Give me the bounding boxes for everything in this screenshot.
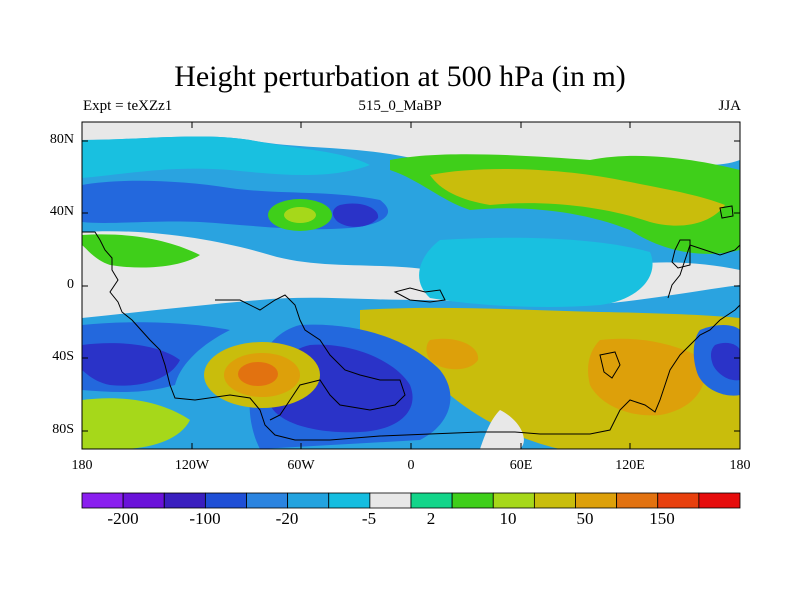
colorbar-box [410, 492, 453, 509]
outline-south-island [599, 351, 621, 379]
colorbar-label: -20 [275, 509, 299, 528]
lon-label-120e: 120E [615, 458, 645, 473]
contour-south-strong-west [82, 343, 180, 386]
experiment-label: Expt = teXZz1 [83, 98, 173, 114]
colorbar-box [657, 492, 700, 509]
colorbar-box [369, 492, 412, 509]
colorbar-box [698, 492, 741, 509]
lon-label-120w: 120W [174, 458, 210, 473]
colorbar-label: 2 [426, 509, 436, 528]
contour-north-blue-strong [332, 203, 379, 227]
outline-ne-island [719, 205, 734, 219]
colorbar-box [533, 492, 576, 509]
lat-label-0: 0 [67, 277, 74, 292]
lon-label-60e: 60E [509, 458, 533, 473]
colorbar-box [287, 492, 330, 509]
colorbar-label: 10 [499, 509, 517, 528]
outline-west-continent [82, 231, 740, 441]
season-label: JJA [718, 98, 741, 114]
period-label: 515_0_MaBP [358, 98, 442, 114]
colorbar-box [575, 492, 618, 509]
lat-label-40n: 40N [49, 204, 74, 219]
colorbar-box [616, 492, 659, 509]
colorbar-box [81, 492, 124, 509]
lon-label-180w: 180 [71, 458, 93, 473]
colorbar-label: -5 [361, 509, 377, 528]
outline-east-block [671, 239, 691, 269]
colorbar-label: -200 [107, 509, 139, 528]
colorbar-box [451, 492, 494, 509]
colorbar-box [492, 492, 535, 509]
colorbar-box [122, 492, 165, 509]
colorbar [81, 492, 741, 509]
contour-south-orange-2 [426, 338, 479, 370]
colorbar-label: -100 [189, 509, 221, 528]
contour-north-band [82, 136, 370, 178]
contour-field [82, 122, 740, 449]
colorbar-label: 50 [576, 509, 594, 528]
lon-label-60w: 60W [287, 458, 315, 473]
lon-label-0: 0 [407, 458, 415, 473]
contour-south-polar-green [82, 398, 190, 449]
contour-se-strong [710, 342, 740, 381]
colorbar-box [246, 492, 289, 509]
contour-east-trop-blue [419, 237, 653, 308]
lon-label-180e: 180 [729, 458, 751, 473]
colorbar-box [163, 492, 206, 509]
contour-south-neutral [480, 410, 524, 449]
colorbar-label: 150 [649, 509, 675, 528]
contour-blob-deeporange [238, 362, 278, 386]
contour-ne-yellow [430, 168, 725, 226]
plot-title: Height perturbation at 500 hPa (in m) [174, 60, 626, 93]
lat-label-80n: 80N [49, 132, 74, 147]
axis-ticks [82, 122, 740, 449]
outline-central-island [393, 287, 446, 303]
continent-outlines [82, 205, 740, 441]
colorbar-box [204, 492, 247, 509]
colorbar-box [328, 492, 371, 509]
lat-label-40s: 40S [52, 349, 74, 364]
contour-island-yellow [284, 207, 316, 223]
outline-south-continent [215, 294, 406, 421]
lat-label-80s: 80S [52, 422, 74, 437]
